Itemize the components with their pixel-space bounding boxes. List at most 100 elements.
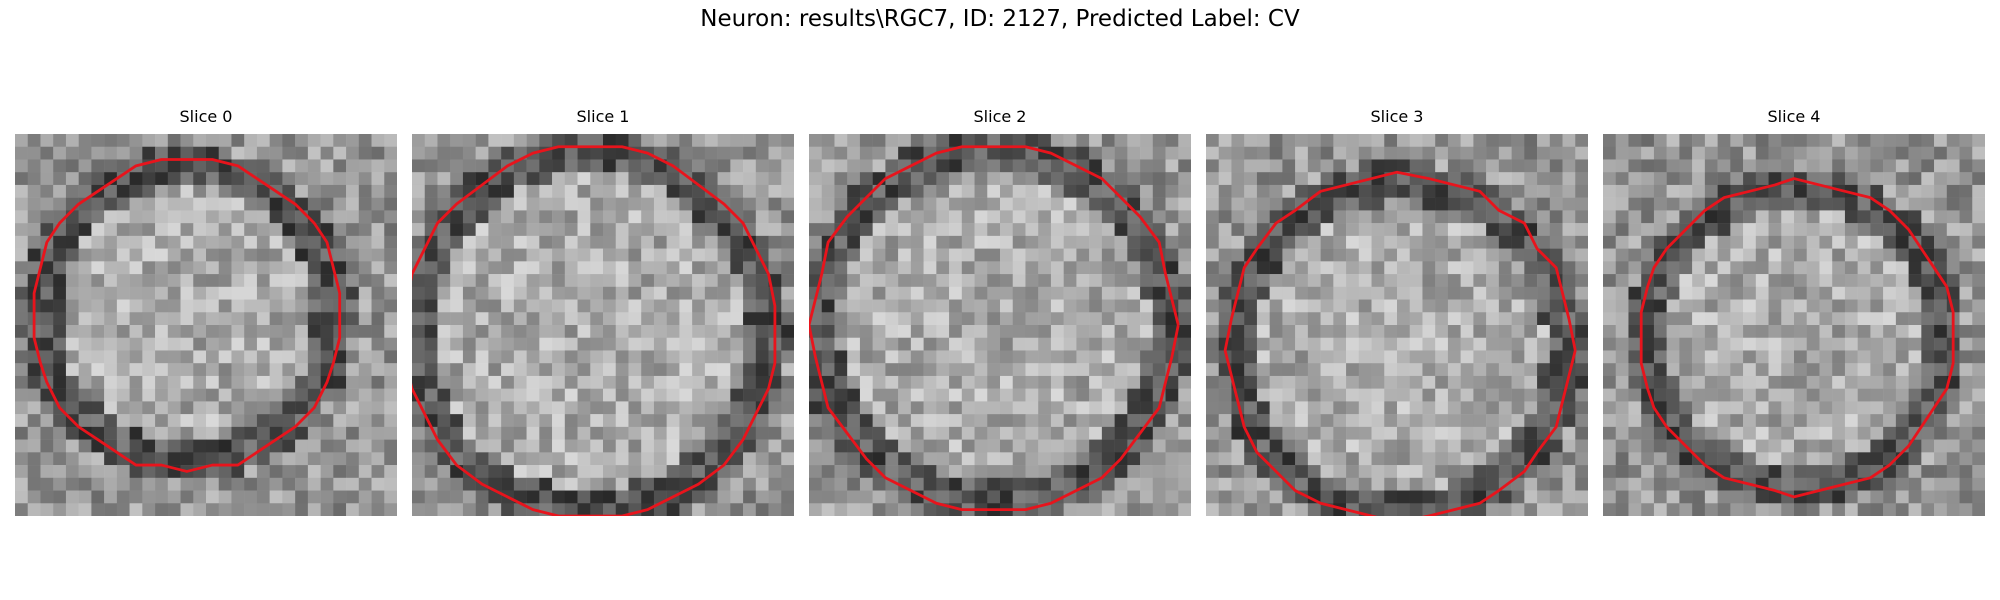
image-pixel (1165, 159, 1179, 173)
image-pixel (1895, 325, 1909, 338)
image-pixel (768, 490, 782, 504)
image-pixel (193, 490, 207, 504)
image-pixel (885, 452, 899, 466)
image-pixel (923, 426, 937, 440)
image-pixel (346, 325, 360, 338)
image-pixel (1921, 375, 1935, 389)
image-pixel (1946, 503, 1960, 516)
image-pixel (1320, 477, 1334, 491)
image-pixel (1959, 452, 1973, 466)
image-pixel (834, 312, 848, 326)
image-pixel (1384, 159, 1398, 173)
image-pixel (1282, 312, 1296, 326)
image-pixel (1206, 426, 1219, 440)
image-pixel (885, 490, 899, 504)
image-pixel (781, 172, 794, 186)
image-pixel (1089, 375, 1103, 389)
image-pixel (1397, 299, 1410, 313)
image-pixel (755, 465, 769, 479)
image-pixel (1409, 197, 1423, 211)
image-pixel (1946, 210, 1960, 224)
image-pixel (641, 388, 655, 402)
image-pixel (462, 325, 476, 338)
image-pixel (1959, 350, 1973, 364)
image-pixel (15, 426, 28, 440)
image-pixel (717, 235, 731, 249)
image-pixel (142, 388, 156, 402)
image-pixel (1076, 274, 1090, 288)
image-pixel (15, 503, 28, 516)
image-pixel (859, 299, 873, 313)
image-pixel (1768, 337, 1782, 351)
image-pixel (859, 439, 873, 453)
image-pixel (1870, 490, 1884, 504)
image-pixel (142, 350, 156, 364)
image-pixel (384, 363, 397, 377)
image-pixel (1628, 172, 1642, 186)
image-pixel (1653, 172, 1667, 186)
image-pixel (1511, 503, 1525, 516)
image-pixel (1641, 223, 1655, 237)
image-pixel (333, 235, 347, 249)
image-pixel (1244, 375, 1258, 389)
image-pixel (1615, 452, 1629, 466)
image-pixel (1653, 274, 1667, 288)
image-pixel (1537, 350, 1551, 364)
image-pixel (1844, 299, 1858, 313)
image-pixel (1435, 223, 1449, 237)
image-pixel (1755, 465, 1769, 479)
image-pixel (936, 197, 950, 211)
image-pixel (1562, 261, 1576, 275)
image-pixel (1704, 299, 1718, 313)
image-pixel (1959, 172, 1973, 186)
image-pixel (1371, 248, 1385, 262)
image-pixel (358, 261, 372, 275)
image-pixel (1819, 465, 1833, 479)
image-pixel (116, 235, 130, 249)
image-pixel (358, 426, 372, 440)
image-pixel (564, 465, 578, 479)
image-pixel (898, 261, 912, 275)
image-pixel (1358, 477, 1372, 491)
image-pixel (1883, 312, 1897, 326)
image-pixel (1972, 452, 1985, 466)
image-pixel (1537, 299, 1551, 313)
image-pixel (1603, 286, 1616, 300)
image-pixel (412, 197, 425, 211)
image-pixel (450, 146, 464, 160)
image-pixel (1972, 325, 1985, 338)
image-pixel (1473, 172, 1487, 186)
image-pixel (1384, 350, 1398, 364)
image-pixel (1000, 197, 1013, 211)
image-pixel (768, 197, 782, 211)
image-pixel (437, 388, 451, 402)
image-pixel (1101, 414, 1115, 428)
image-pixel (885, 465, 899, 479)
image-pixel (1498, 350, 1512, 364)
image-pixel (1717, 337, 1731, 351)
image-pixel (1615, 375, 1629, 389)
image-pixel (1794, 146, 1807, 160)
image-pixel (15, 490, 28, 504)
image-pixel (295, 490, 309, 504)
image-pixel (282, 503, 296, 516)
image-pixel (1025, 388, 1039, 402)
image-pixel (1615, 325, 1629, 338)
image-pixel (653, 388, 667, 402)
image-pixel (885, 414, 899, 428)
image-pixel (358, 439, 372, 453)
image-pixel (1768, 184, 1782, 198)
image-pixel (1755, 414, 1769, 428)
image-pixel (1012, 337, 1026, 351)
image-pixel (768, 146, 782, 160)
image-pixel (384, 388, 397, 402)
image-pixel (129, 274, 143, 288)
image-pixel (1063, 299, 1077, 313)
image-pixel (193, 426, 207, 440)
image-pixel (1244, 325, 1258, 338)
image-pixel (1269, 274, 1283, 288)
image-pixel (949, 286, 963, 300)
image-pixel (1603, 172, 1616, 186)
image-pixel (346, 184, 360, 198)
image-pixel (1409, 261, 1423, 275)
